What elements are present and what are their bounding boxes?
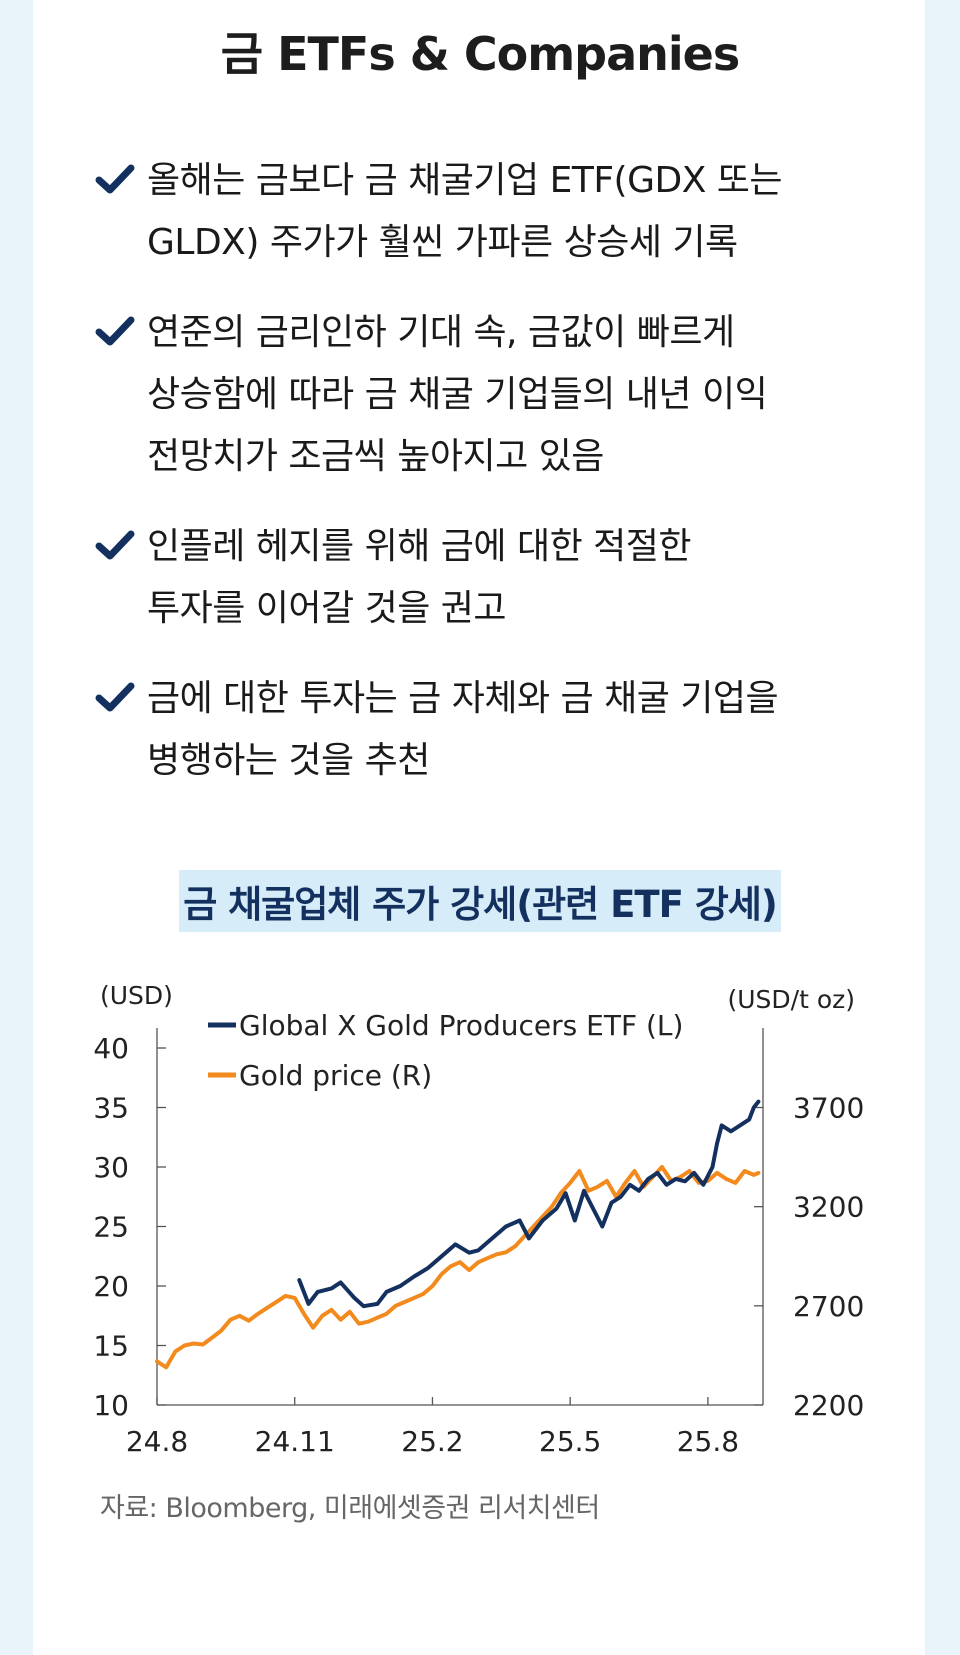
- bullet-item: 올해는 금보다 금 채굴기업 ETF(GDX 또는 GLDX) 주가가 훨씬 가…: [95, 150, 855, 274]
- source-note: 자료: Bloomberg, 미래에셋증권 리서치센터: [100, 1493, 600, 1524]
- left-tick-label: 10: [93, 1389, 129, 1422]
- bullet-item: 인플레 헤지를 위해 금에 대한 적절한 투자를 이어갈 것을 권고: [95, 516, 855, 640]
- left-tick-label: 30: [93, 1151, 129, 1184]
- legend-label: Gold price (R): [239, 1059, 432, 1092]
- checkmark-icon: [95, 682, 135, 712]
- x-tick-label: 25.8: [677, 1425, 739, 1458]
- left-axis-unit-label: (USD): [100, 981, 173, 1010]
- series-line-etf: [297, 1099, 761, 1309]
- left-tick-label: 40: [93, 1032, 129, 1065]
- right-axis-unit-label: (USD/t oz): [727, 985, 855, 1014]
- left-tick-label: 35: [93, 1092, 129, 1125]
- line-chart: (USD) (USD/t oz) 10 15 20 25 30 35 40 2200 2700 320…: [93, 981, 864, 1458]
- checkmark-icon: [95, 316, 135, 346]
- checkmark-icon: [95, 530, 135, 560]
- bullet-line: 투자를 이어갈 것을 권고: [147, 588, 507, 629]
- bullet-line: GLDX) 주가가 훨씬 가파른 상승세 기록: [147, 222, 738, 263]
- bullet-list: 올해는 금보다 금 채굴기업 ETF(GDX 또는 GLDX) 주가가 훨씬 가…: [95, 150, 855, 820]
- bullet-item: 금에 대한 투자는 금 자체와 금 채굴 기업을 병행하는 것을 추천: [95, 668, 855, 792]
- right-tick-label: 3700: [793, 1092, 864, 1125]
- right-tick-label: 3200: [793, 1191, 864, 1224]
- chart-title: 금 채굴업체 주가 강세(관련 ETF 강세): [179, 870, 781, 932]
- bullet-line: 연준의 금리인하 기대 속, 금값이 빠르게: [147, 312, 735, 353]
- bullet-line: 상승함에 따라 금 채굴 기업들의 내년 이익: [147, 374, 768, 415]
- x-tick-label: 24.11: [255, 1425, 335, 1458]
- bullet-line: 금에 대한 투자는 금 자체와 금 채굴 기업을: [147, 678, 779, 719]
- bullet-line: 인플레 헤지를 위해 금에 대한 적절한: [147, 526, 692, 567]
- content-card: [33, 0, 925, 1655]
- x-tick-label: 25.5: [539, 1425, 601, 1458]
- bullet-line: 병행하는 것을 추천: [147, 740, 430, 781]
- series-line-gold: [155, 1165, 761, 1370]
- left-tick-label: 20: [93, 1270, 129, 1303]
- chart-title-wrap: 금 채굴업체 주가 강세(관련 ETF 강세): [0, 870, 960, 932]
- bullet-line: 전망치가 조금씩 높아지고 있음: [147, 436, 604, 477]
- left-tick-label: 15: [93, 1330, 129, 1363]
- left-tick-label: 25: [93, 1211, 129, 1244]
- x-tick-label: 25.2: [401, 1425, 463, 1458]
- bullet-item: 연준의 금리인하 기대 속, 금값이 빠르게 상승함에 따라 금 채굴 기업들의…: [95, 302, 855, 488]
- page-title: 금 ETFs & Companies: [220, 27, 740, 81]
- right-tick-label: 2200: [793, 1389, 864, 1422]
- right-tick-label: 2700: [793, 1290, 864, 1323]
- bullet-line: 올해는 금보다 금 채굴기업 ETF(GDX 또는: [147, 160, 783, 201]
- x-tick-label: 24.8: [126, 1425, 188, 1458]
- legend-label: Global X Gold Producers ETF (L): [239, 1009, 683, 1042]
- checkmark-icon: [95, 164, 135, 194]
